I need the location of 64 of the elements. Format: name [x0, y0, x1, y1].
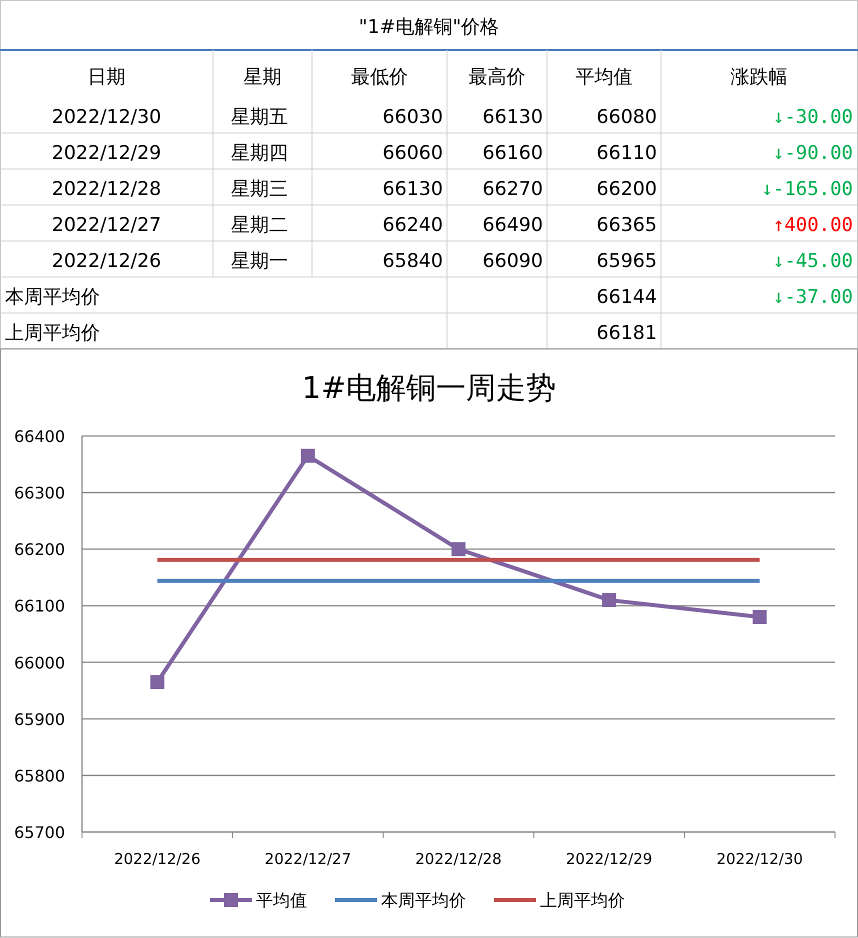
text: 66130: [382, 178, 443, 200]
x-tick-label: 2022/12/27: [264, 850, 352, 868]
text: 2022/12/29: [52, 142, 162, 164]
text: "1#电解铜"价格: [358, 16, 500, 38]
point: [602, 593, 616, 608]
text: 65965: [596, 250, 657, 272]
text: 66490: [482, 214, 543, 236]
y-tick-label: 66000: [14, 653, 65, 672]
text: 星期一: [231, 250, 288, 272]
legend-label: 平均值: [256, 891, 307, 911]
point: [452, 542, 466, 556]
y-tick-label: 65700: [14, 823, 65, 842]
x-tick-label: 2022/12/30: [716, 850, 803, 868]
category-label: 最低价: [351, 66, 408, 88]
text: 66130: [482, 106, 543, 128]
text: 66110: [596, 142, 657, 164]
text: 66181: [596, 322, 657, 344]
text: ↓-165.00: [761, 178, 853, 200]
text: 66030: [382, 106, 443, 128]
text: 66080: [596, 106, 657, 128]
text: 2022/12/27: [52, 214, 162, 236]
text: 上周平均价: [5, 322, 100, 344]
text: 66200: [596, 178, 657, 200]
text: ↓-30.00: [772, 106, 853, 128]
category-label: 最高价: [468, 66, 526, 88]
text: 66090: [482, 250, 543, 272]
text: 2022/12/28: [52, 178, 162, 200]
text: ↓-37.00: [772, 286, 853, 308]
text: 星期四: [231, 142, 288, 164]
y-tick-label: 66300: [14, 484, 65, 503]
text: ↓-45.00: [772, 250, 853, 272]
text: 66144: [596, 286, 657, 308]
text: 星期二: [231, 214, 288, 236]
text: 2022/12/26: [52, 250, 162, 272]
legend-label: 本周平均价: [381, 891, 466, 911]
y-tick-label: 65800: [14, 766, 65, 786]
text: 本周平均价: [5, 286, 100, 308]
category-label: 星期: [244, 66, 282, 88]
text: 星期五: [231, 106, 288, 128]
text: ↓-90.00: [772, 142, 853, 164]
y-tick-label: 66200: [14, 540, 65, 560]
point: [752, 610, 767, 624]
legend-label: 上周平均价: [540, 891, 625, 911]
chart-title: 1#电解铜一周走势: [302, 371, 556, 406]
text: 66270: [482, 178, 543, 200]
point: [150, 675, 164, 690]
text: 66365: [596, 214, 657, 236]
text: 65840: [382, 250, 443, 272]
text: ↑400.00: [772, 214, 853, 236]
text: 星期三: [231, 178, 288, 200]
point: [300, 448, 315, 463]
x-tick-label: 2022/12/29: [566, 850, 652, 868]
text: 66240: [382, 214, 443, 236]
y-tick-label: 66400: [14, 427, 65, 446]
y-tick-label: 66100: [14, 596, 65, 616]
text: 2022/12/30: [52, 106, 162, 128]
y-tick-label: 65900: [14, 710, 65, 729]
category-label: 涨跌幅: [730, 66, 788, 88]
category-label: 平均值: [576, 66, 632, 88]
text: 66060: [382, 142, 443, 164]
x-tick-label: 2022/12/26: [114, 850, 201, 868]
x-tick-label: 2022/12/28: [415, 850, 502, 868]
category-label: 日期: [88, 66, 126, 88]
text: 66160: [482, 142, 543, 164]
